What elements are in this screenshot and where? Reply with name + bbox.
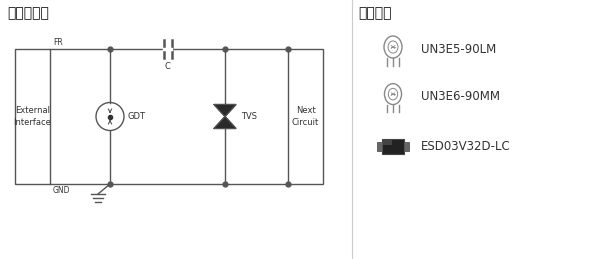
Polygon shape: [214, 104, 236, 117]
Bar: [377, 141, 382, 150]
Bar: [15, 49, 50, 184]
Bar: [288, 49, 323, 184]
Text: TVS: TVS: [241, 112, 257, 121]
Text: 防护电路图: 防护电路图: [7, 6, 49, 20]
Polygon shape: [214, 117, 236, 128]
Bar: [383, 140, 392, 145]
Bar: [404, 141, 409, 150]
Text: Next
Circuit: Next Circuit: [292, 106, 319, 127]
Text: GDT: GDT: [127, 112, 145, 121]
Bar: [382, 139, 404, 154]
Text: 产品外观: 产品外观: [358, 6, 392, 20]
Text: C: C: [164, 62, 170, 71]
Text: ESD03V32D-LC: ESD03V32D-LC: [421, 140, 511, 153]
Text: UN3E5-90LM: UN3E5-90LM: [421, 42, 497, 55]
Text: UN3E6-90MM: UN3E6-90MM: [421, 90, 500, 103]
Text: GND: GND: [53, 186, 71, 195]
Text: FR: FR: [53, 38, 63, 47]
Text: External
Interface: External Interface: [14, 106, 51, 127]
